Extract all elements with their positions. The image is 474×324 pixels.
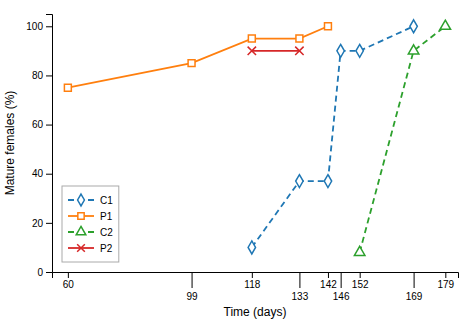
series-marker (295, 47, 303, 55)
marks (64, 20, 450, 256)
x-tick-mark (252, 272, 253, 278)
series-marker (356, 44, 363, 57)
x-tick-mark (341, 272, 342, 288)
y-tick: 40 (32, 168, 52, 179)
y-axis: 0 20 40 60 80 100 (26, 15, 52, 278)
x-tick: 179 (437, 272, 454, 290)
legend-marker (78, 194, 85, 206)
legend: C1 P1 C2 P2 (62, 186, 119, 262)
legend-marker (78, 213, 84, 219)
x-tick: 152 (352, 272, 369, 290)
series-marker (324, 175, 331, 188)
y-tick-label: 20 (32, 218, 44, 229)
x-tick-label: 142 (320, 279, 337, 290)
y-axis-title: Mature females (%) (3, 91, 17, 196)
x-axis-title: Time (days) (224, 305, 287, 319)
y-tick-label: 0 (37, 267, 43, 278)
y-tick: 20 (32, 218, 52, 229)
y-tick-mark (46, 272, 52, 273)
x-tick-label: 60 (63, 279, 75, 290)
x-tick: 146 (333, 272, 350, 302)
legend-label: C1 (100, 195, 113, 206)
x-tick: 133 (292, 272, 309, 302)
y-tick-label: 100 (26, 21, 43, 32)
x-tick-label: 118 (244, 279, 260, 290)
x-tick: 169 (406, 272, 423, 302)
x-tick: 60 (63, 272, 75, 290)
y-tick-mark (46, 125, 52, 126)
x-tick-mark (360, 272, 361, 278)
series-line (68, 26, 328, 87)
series-line (252, 50, 300, 52)
y-tick: 80 (32, 70, 52, 81)
legend-frame (62, 186, 119, 262)
x-axis-line (53, 273, 459, 279)
x-tick-label: 179 (437, 279, 454, 290)
x-tick-label: 152 (352, 279, 369, 290)
series-marker (248, 241, 255, 254)
y-tick: 0 (37, 267, 52, 278)
y-tick-mark (46, 174, 52, 175)
series-marker (296, 35, 303, 42)
series-marker (337, 44, 344, 57)
legend-marker (76, 226, 86, 234)
legend-marker (77, 244, 85, 252)
legend-item: C2 (68, 226, 113, 237)
series-marker (248, 47, 256, 55)
x-tick-mark (445, 272, 446, 278)
x-tick-mark (328, 272, 329, 278)
plot: 60 99 118 133 142146152 169 179 0 20 40 60 80 100 C1 P… (26, 15, 458, 303)
y-tick-label: 40 (32, 168, 44, 179)
legend-item: C1 (68, 194, 113, 206)
x-tick-mark (192, 272, 193, 288)
x-tick: 118 (244, 272, 260, 290)
x-axis: 60 99 118 133 142146152 169 179 (53, 272, 459, 302)
y-tick-label: 60 (32, 119, 44, 130)
series-marker (408, 45, 419, 54)
x-tick: 99 (187, 272, 199, 302)
series-marker (440, 20, 451, 29)
y-tick-mark (46, 75, 52, 76)
y-tick-mark (46, 223, 52, 224)
x-tick-label: 169 (406, 291, 423, 302)
series-marker (354, 246, 365, 255)
chart: 60 99 118 133 142146152 169 179 0 20 40 60 80 100 C1 P… (0, 0, 474, 324)
legend-item: P2 (68, 243, 113, 254)
series-marker (410, 20, 417, 33)
series-marker (324, 23, 331, 30)
legend-label: C2 (100, 227, 113, 238)
y-axis-line (46, 15, 53, 273)
y-tick: 100 (26, 21, 52, 32)
legend-item: P1 (68, 211, 113, 222)
y-tick-mark (46, 26, 52, 27)
x-tick-mark (414, 272, 415, 288)
x-tick-mark (299, 272, 300, 288)
x-tick-label: 133 (292, 291, 309, 302)
series-marker (248, 35, 255, 42)
x-tick: 142 (320, 272, 337, 290)
x-tick-label: 99 (187, 291, 199, 302)
series-line (252, 26, 414, 247)
legend-label: P2 (100, 243, 113, 254)
series-marker (64, 84, 71, 91)
y-tick-label: 80 (32, 70, 44, 81)
series-line (360, 26, 446, 252)
y-tick: 60 (32, 119, 52, 130)
x-tick-mark (68, 272, 69, 278)
legend-label: P1 (100, 211, 113, 222)
x-tick-label: 146 (333, 291, 350, 302)
series-marker (188, 60, 195, 67)
series-marker (296, 175, 303, 188)
